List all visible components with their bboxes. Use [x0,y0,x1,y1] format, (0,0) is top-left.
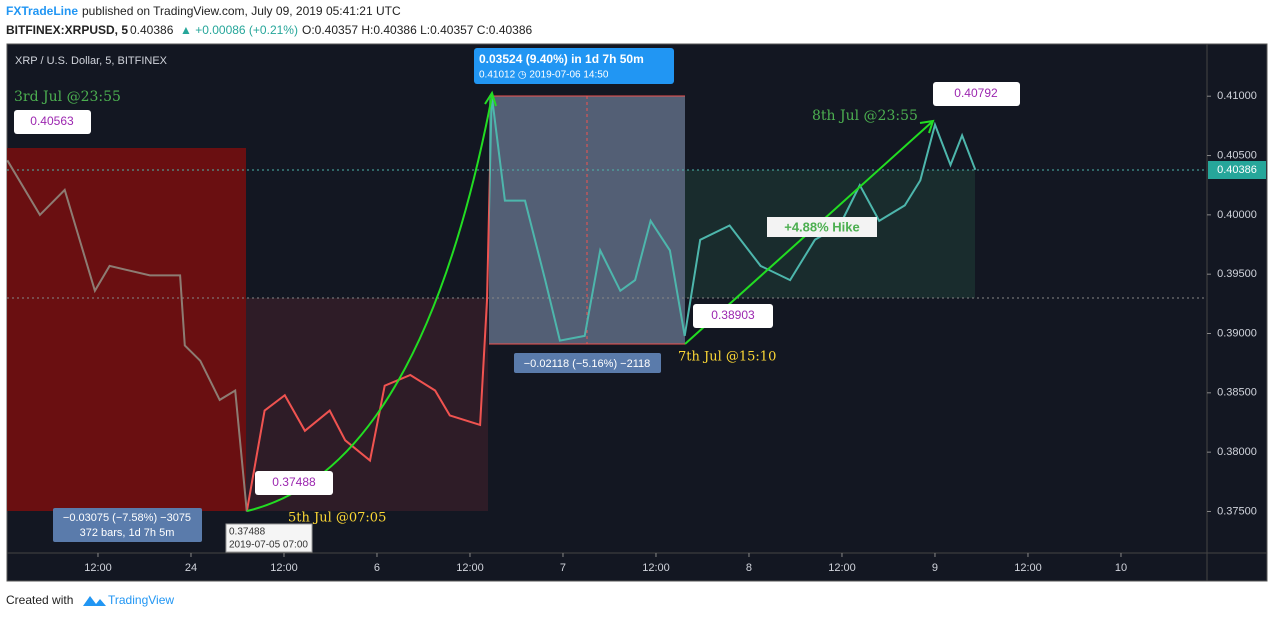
x-tick-label: 12:00 [84,562,112,574]
x-tick-label: 6 [374,562,380,574]
x-tick-label: 12:00 [1014,562,1042,574]
arrowhead [484,90,497,107]
x-tick-label: 12:00 [270,562,298,574]
footer-text: Created with [6,593,73,607]
annotation: −0.03075 (−7.58%) −3075 [63,512,191,524]
y-tick-label: 0.38500 [1217,387,1257,399]
x-tick-label: 8 [746,562,752,574]
x-tick-label: 9 [932,562,938,574]
annotation: 0.41012 ◷ 2019-07-06 14:50 [479,70,609,81]
x-tick-label: 7 [560,562,566,574]
annotation: 0.40563 [30,114,74,128]
measure-box [474,48,674,84]
annotation: 7th Jul @15:10 [678,350,776,365]
callout [14,110,91,134]
annotation: 0.40792 [954,86,998,100]
ohlc: O:0.40357 H:0.40386 L:0.40357 C:0.40386 [302,23,533,37]
annotation: 5th Jul @07:05 [288,511,386,526]
annotation: −0.02118 (−5.16%) −2118 [524,358,651,370]
annotation: 0.38903 [711,308,755,322]
published: published on TradingView.com, July 09, 2… [82,4,401,18]
callout [933,82,1020,106]
y-tick-label: 0.38000 [1217,446,1257,458]
annotation: +4.88% Hike [784,219,860,234]
y-tick-label: 0.40500 [1217,149,1257,161]
footer-brand[interactable]: TradingView [108,593,174,607]
annotation: 2019-07-05 07:00 [229,540,308,551]
symbol: BITFINEX:XRPUSD, 5 [6,23,128,37]
y-tick-label: 0.39500 [1217,268,1257,280]
annotation: 0.37488 [272,475,316,489]
x-tick-label: 10 [1115,562,1127,574]
x-tick-label: 24 [185,562,197,574]
callout [767,217,877,237]
range-box [7,148,246,511]
annotation: 3rd Jul @23:55 [14,89,121,105]
x-tick-label: 12:00 [642,562,670,574]
x-tick-label: 12:00 [456,562,484,574]
annotation: 0.03524 (9.40%) in 1d 7h 50m [479,52,644,66]
measure-box [514,353,661,373]
y-tick-label: 0.39000 [1217,327,1257,339]
chart-title: XRP / U.S. Dollar, 5, BITFINEX [15,55,168,67]
logo [83,596,106,606]
annotation: 8th Jul @23:55 [812,108,918,124]
annotation: 0.37488 [229,527,266,538]
last-price: 0.40386 [1217,164,1257,176]
y-tick-label: 0.40000 [1217,209,1257,221]
arrowhead [919,119,935,134]
callout [255,471,333,495]
y-tick-label: 0.37500 [1217,505,1257,517]
measure-box [53,508,202,542]
y-tick-label: 0.41000 [1217,90,1257,102]
last: 0.40386 [130,23,174,37]
annotation: 372 bars, 1d 7h 5m [80,527,175,539]
tooltip [225,523,313,553]
last-price-tag [1208,161,1266,179]
change: ▲ +0.00086 (+0.21%) [180,23,298,37]
callout [693,304,773,328]
brand[interactable]: FXTradeLine [6,4,78,18]
x-tick-label: 12:00 [828,562,856,574]
